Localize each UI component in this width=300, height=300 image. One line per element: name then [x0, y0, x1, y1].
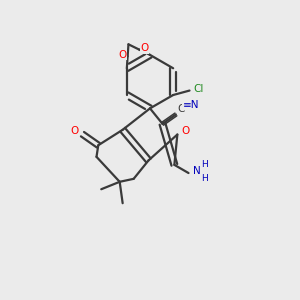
Text: O: O	[140, 43, 149, 53]
Text: H: H	[202, 160, 208, 169]
Text: O: O	[118, 50, 126, 60]
Text: ≡N: ≡N	[182, 100, 199, 110]
Text: C: C	[178, 104, 185, 114]
Text: Cl: Cl	[194, 84, 204, 94]
Text: O: O	[70, 126, 78, 136]
Text: H: H	[202, 174, 208, 183]
Text: O: O	[182, 126, 190, 136]
Text: N: N	[193, 166, 201, 176]
